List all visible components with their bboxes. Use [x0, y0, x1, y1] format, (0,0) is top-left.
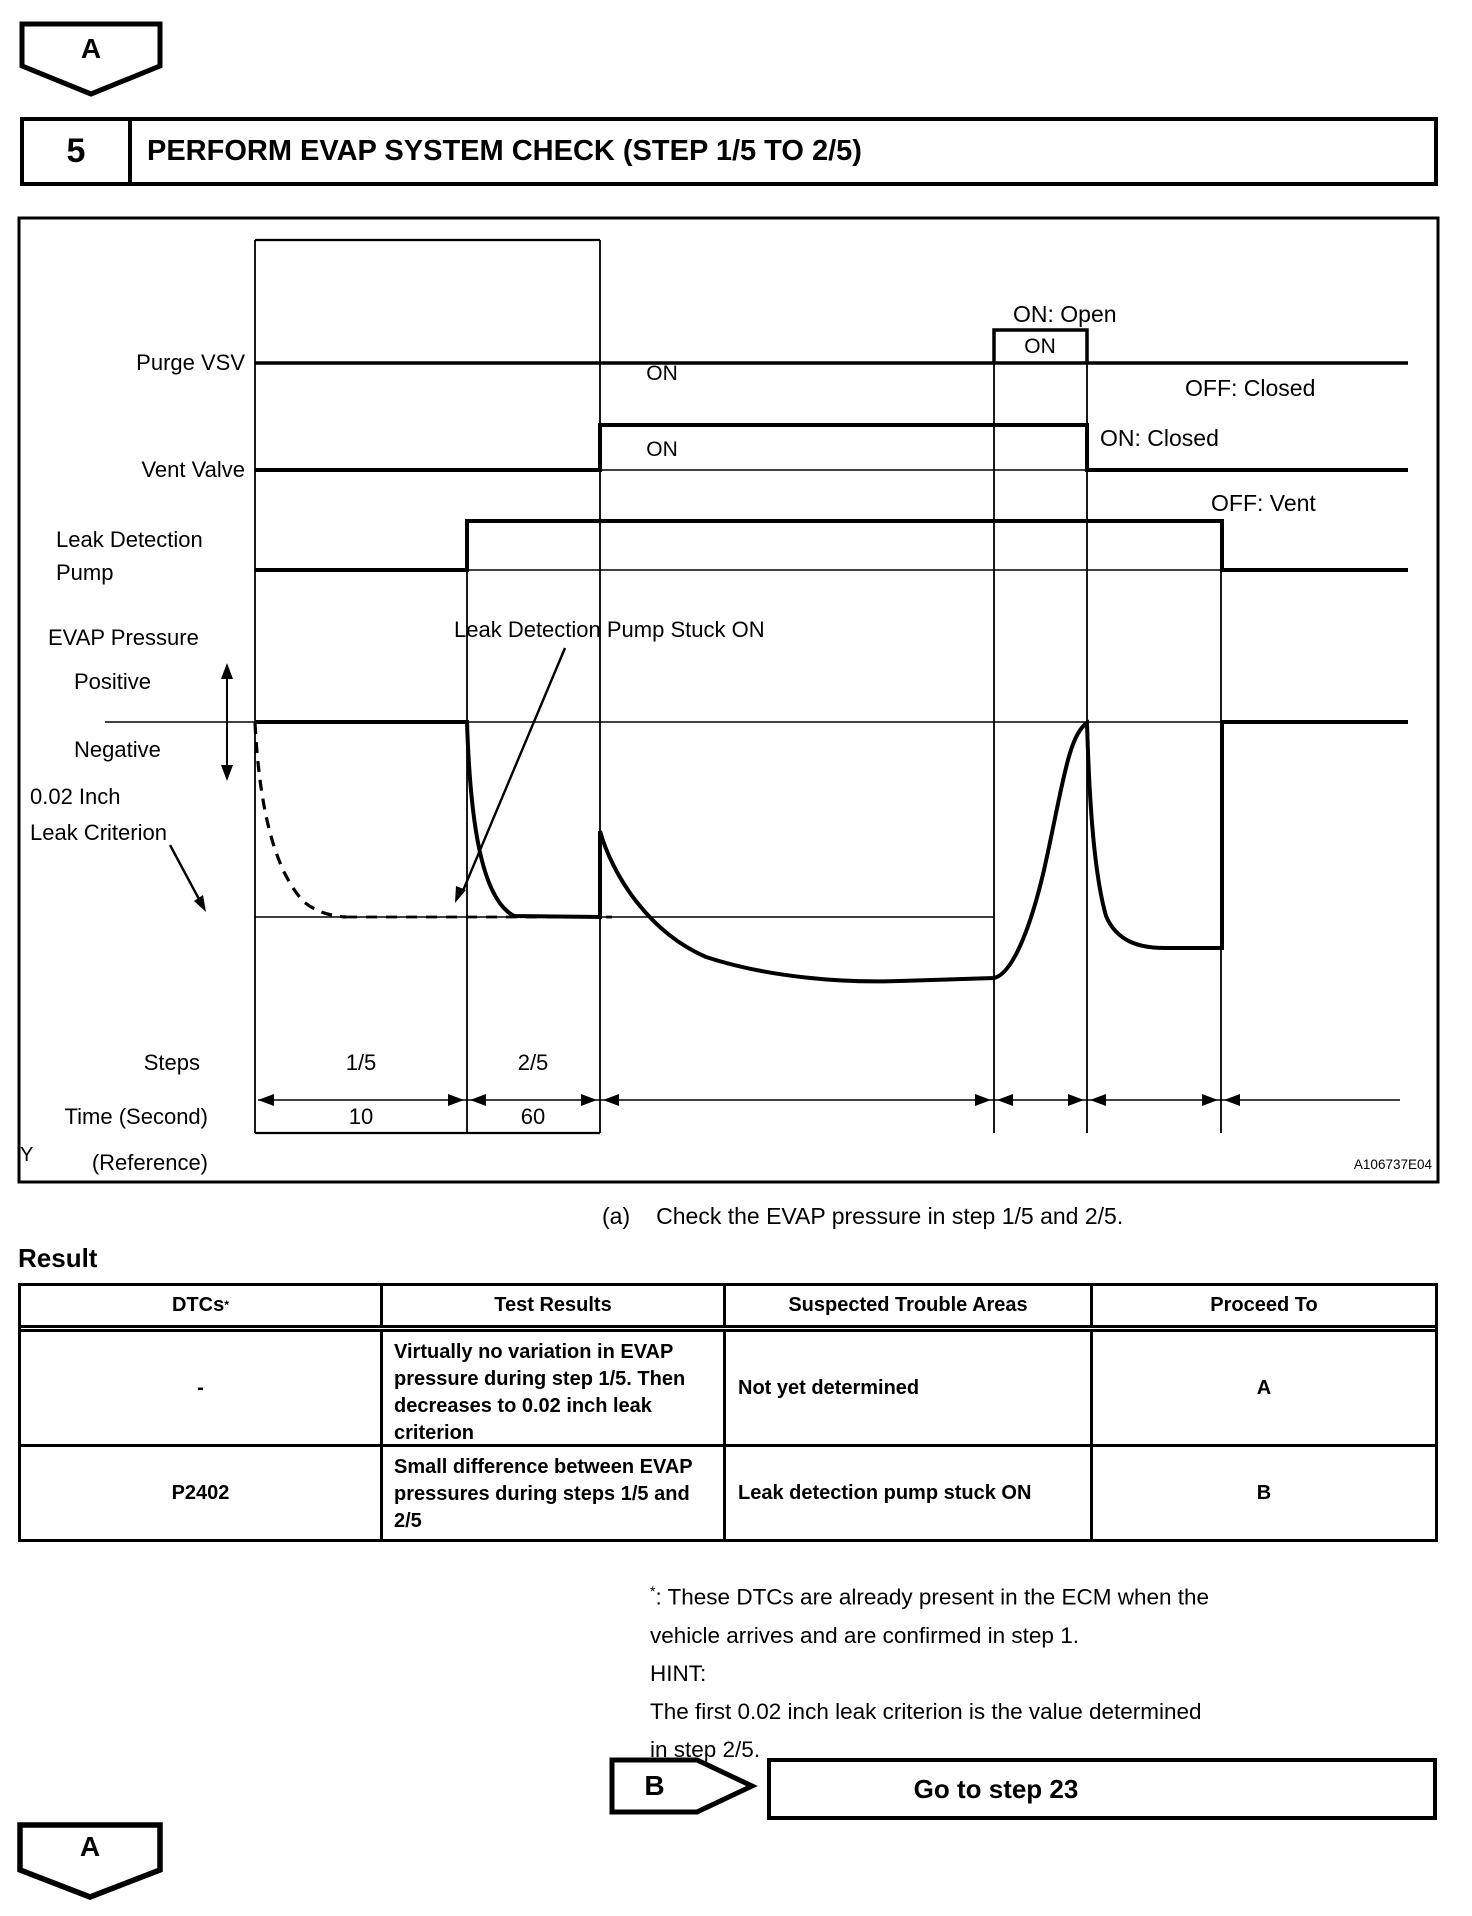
cell-dtcs: -: [197, 1376, 204, 1399]
header-trouble-areas: Suspected Trouble Areas: [723, 1286, 1090, 1325]
cell-trouble-areas: Leak detection pump stuck ON: [723, 1447, 1090, 1539]
legend-off-vent: OFF: Vent: [1211, 490, 1316, 516]
grid-verticals: [254, 240, 1222, 1133]
diagram-corner-mark: Y: [20, 1144, 34, 1166]
time-row-label: Time (Second): [64, 1104, 208, 1129]
hint-line: The first 0.02 inch leak criterion is th…: [650, 1698, 1202, 1724]
step-number: 5: [24, 121, 132, 182]
cell-test-results: Virtually no variation in EVAP pressure …: [380, 1332, 723, 1444]
purge-vsv-signal-line: [255, 328, 1408, 365]
time-dimension-arrows: [258, 1094, 1400, 1106]
vent-on-label: ON: [646, 362, 678, 385]
purge-vsv-label: Purge VSV: [136, 350, 245, 375]
evap-pressure-label: EVAP Pressure: [48, 625, 199, 650]
steps-row-label: Steps: [143, 1050, 200, 1075]
evap-pressure-trace: [255, 719, 1408, 984]
cell-proceed-to: B: [1090, 1447, 1435, 1539]
table-row: P2402 Small difference between EVAP pres…: [21, 1444, 1435, 1539]
pressure-polarity-arrow: [221, 663, 233, 781]
cell-trouble-areas: Not yet determined: [723, 1332, 1090, 1444]
header-test-results: Test Results: [380, 1286, 723, 1325]
footnote-block: *: These DTCs are already present in the…: [650, 1572, 1470, 1769]
step-title: PERFORM EVAP SYSTEM CHECK (STEP 1/5 TO 2…: [147, 135, 862, 167]
time-1-5-value: 10: [348, 1104, 374, 1129]
table-row: - Virtually no variation in EVAP pressur…: [21, 1332, 1435, 1444]
positive-label: Positive: [74, 669, 152, 694]
step-header-bar: 5 PERFORM EVAP SYSTEM CHECK (STEP 1/5 TO…: [20, 117, 1438, 186]
table-header-row: DTCs * Test Results Suspected Trouble Are…: [21, 1286, 1435, 1325]
leak-criterion-label: 0.02 Inch Leak Criterion: [30, 784, 167, 845]
connector-a-bottom-shape: [17, 1822, 163, 1900]
pump-on-label: ON: [646, 438, 678, 461]
legend-on-closed: ON: Closed: [1100, 425, 1219, 451]
cell-test-results: Small difference between EVAP pressures …: [380, 1447, 723, 1539]
legend-on-open: ON: Open: [1013, 301, 1117, 327]
connector-a-top-shape: [19, 21, 163, 97]
negative-label: Negative: [74, 737, 161, 762]
connector-b-shape: [609, 1757, 758, 1815]
goto-step-box: Go to step 23: [767, 1758, 1437, 1820]
diagram-frame: [17, 216, 1440, 1184]
step-2-5-value: 2/5: [517, 1050, 549, 1075]
cell-dtcs: P2402: [171, 1481, 230, 1504]
result-heading: Result: [18, 1243, 98, 1273]
vent-valve-signal-line: [255, 423, 1408, 472]
pump-signal-line: [255, 519, 1408, 572]
connector-b-label: B: [644, 1770, 665, 1801]
hint-line: in step 2/5.: [650, 1736, 761, 1762]
header-proceed-to: Proceed To: [1090, 1286, 1435, 1325]
reference-row-label: (Reference): [91, 1150, 208, 1175]
time-2-5-value: 60: [520, 1104, 546, 1129]
vent-valve-label: Vent Valve: [141, 457, 245, 482]
stuck-on-annotation: Leak Detection Pump Stuck ON: [454, 617, 765, 642]
figure-code: A106737E04: [1353, 1157, 1432, 1172]
hint-label: HINT:: [650, 1660, 707, 1686]
criterion-pointer-arrow: [168, 844, 206, 912]
step-window-box: [255, 238, 600, 1135]
instruction-line: (a) Check the EVAP pressure in step 1/5 …: [602, 1203, 1123, 1230]
purge-pulse-on-label: ON: [1024, 335, 1056, 358]
footnote-line: *: These DTCs are already present in the…: [650, 1583, 1210, 1610]
footnote-marker: *: [650, 1583, 656, 1599]
instruction-index: (a): [602, 1203, 631, 1229]
header-double-rule: [21, 1325, 1435, 1332]
footnote-line: vehicle arrives and are confirmed in ste…: [650, 1622, 1079, 1648]
leak-criterion-dashed-curve: [253, 722, 347, 919]
leak-pump-label: Leak Detection Pump: [56, 527, 203, 585]
stuck-on-pointer-arrow: [455, 647, 567, 903]
result-table: DTCs * Test Results Suspected Trouble Are…: [18, 1283, 1438, 1542]
cell-proceed-to: A: [1090, 1332, 1435, 1444]
step-1-5-value: 1/5: [345, 1050, 377, 1075]
header-dtcs: DTCs *: [171, 1294, 230, 1316]
connector-a-bottom-label: A: [79, 1831, 101, 1862]
connector-a-top-label: A: [80, 33, 102, 64]
legend-off-closed: OFF: Closed: [1185, 375, 1316, 401]
instruction-text: Check the EVAP pressure in step 1/5 and …: [656, 1203, 1124, 1229]
